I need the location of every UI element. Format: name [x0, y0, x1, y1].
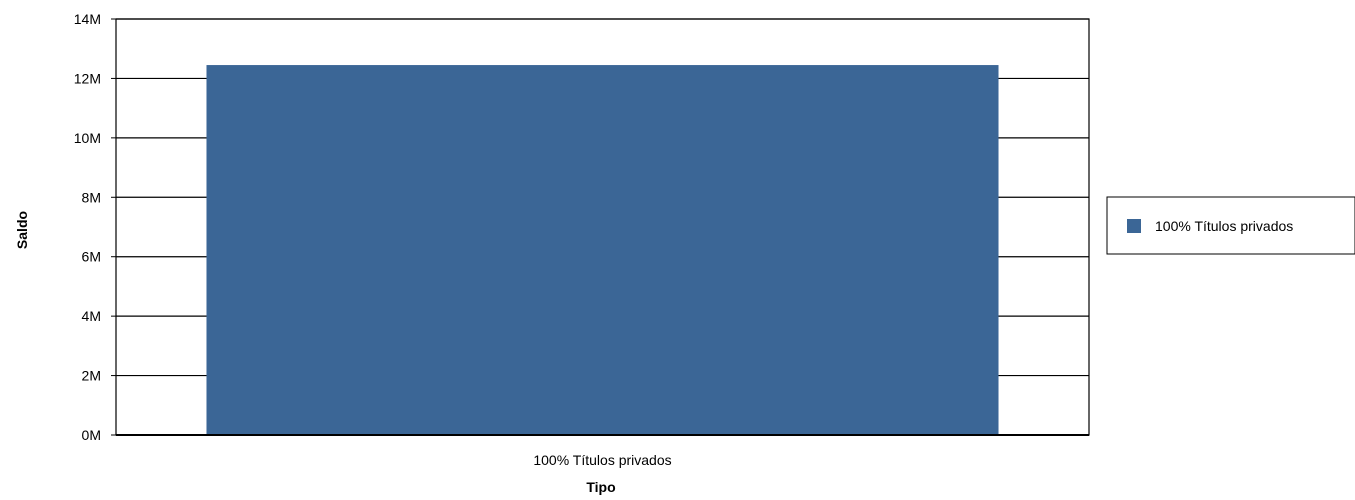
legend-box — [1106, 196, 1355, 255]
y-tick-label: 0M — [82, 427, 101, 443]
y-tick-label: 2M — [82, 368, 101, 384]
y-tick-label: 8M — [82, 189, 101, 205]
y-axis-title: Saldo — [14, 211, 30, 249]
y-tick-label: 12M — [74, 70, 101, 86]
x-tick-labels: 100% Títulos privados — [533, 452, 671, 468]
y-tick-label: 6M — [82, 249, 101, 265]
legend-swatch — [1127, 219, 1141, 233]
x-axis-title: Tipo — [586, 479, 615, 495]
y-tick-labels: 0M 2M 4M 6M 8M 10M 12M 14M — [74, 11, 101, 443]
axes — [111, 18, 1090, 436]
bars — [206, 65, 999, 436]
y-tick-label: 4M — [82, 308, 101, 324]
y-tick-label: 14M — [74, 11, 101, 27]
bar — [206, 65, 999, 436]
x-tick-label: 100% Títulos privados — [533, 452, 671, 468]
legend-label: 100% Títulos privados — [1155, 218, 1293, 234]
y-tick-label: 10M — [74, 130, 101, 146]
legend: 100% Títulos privados — [1106, 196, 1355, 255]
